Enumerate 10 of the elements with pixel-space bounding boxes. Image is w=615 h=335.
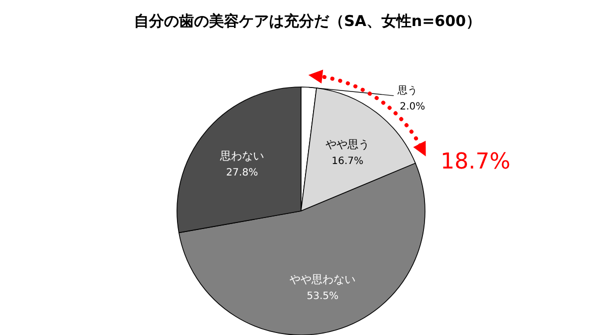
slice-label: 思わない [219, 150, 264, 163]
text: 18.7% [440, 150, 510, 175]
chart-title: 自分の歯の美容ケアは充分だ（SA、女性n=600） [134, 12, 481, 30]
slice-label: やや思わない [290, 272, 356, 286]
data-label: 27.8% [226, 168, 258, 179]
data-label: 2.0% [400, 102, 426, 113]
slice-label: やや思う [326, 138, 370, 151]
data-label: 53.5% [306, 290, 339, 302]
slice-label: 思う [396, 86, 418, 97]
data-label: 16.7% [332, 156, 364, 167]
